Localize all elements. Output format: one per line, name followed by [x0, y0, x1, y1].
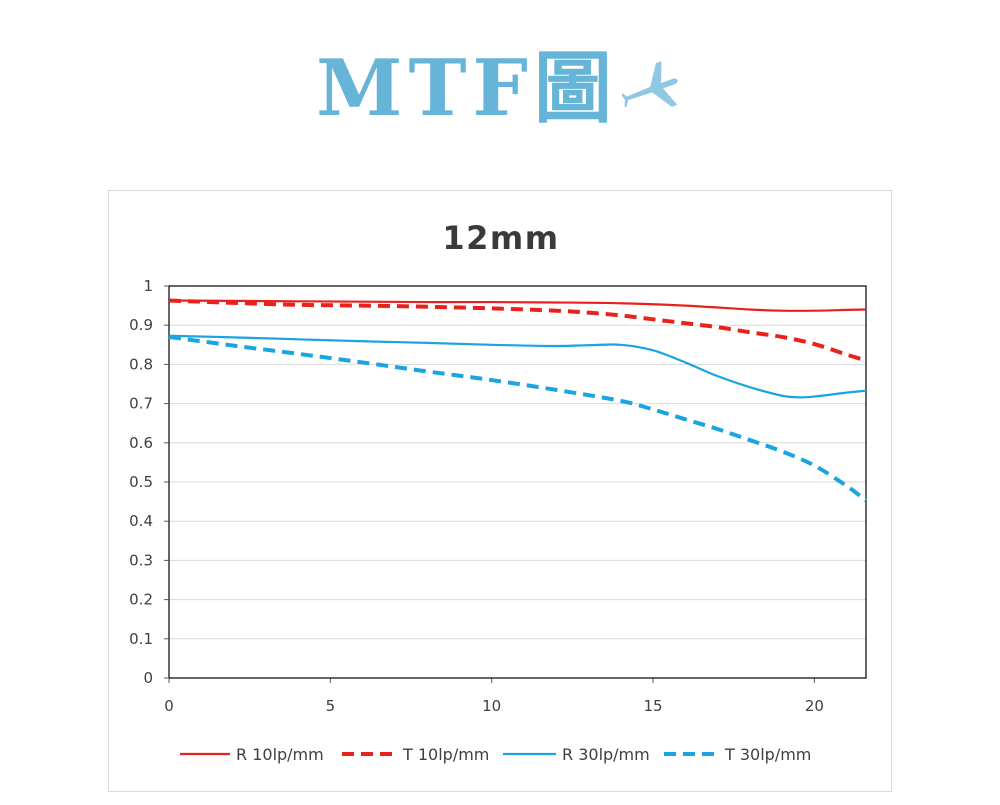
x-tick-label: 10: [482, 697, 501, 715]
y-tick-label: 1: [143, 277, 153, 295]
chart-frame: 12mm 0 0.1 0.2 0.3 0.4 0.5 0.6 0.7 0.8 0.9 1 0 5 10 1…: [108, 190, 892, 792]
grid-lines: [169, 324, 866, 640]
series-lines: [168, 298, 868, 503]
legend: R 10lp/mm T 10lp/mm R 30lp/mm T 30lp/mm: [180, 745, 811, 764]
banner-title: MTF圖: [316, 43, 618, 134]
y-tick-label: 0: [143, 669, 153, 687]
y-tick-label: 0.9: [129, 316, 153, 334]
x-tick-label: 15: [643, 697, 662, 715]
airplane-icon: [621, 61, 678, 108]
y-tick-label: 0.4: [129, 512, 153, 530]
y-tick-label: 0.1: [129, 630, 153, 648]
legend-label: R 10lp/mm: [236, 745, 324, 764]
y-tick-label: 0.2: [129, 591, 153, 609]
x-tick-label: 20: [805, 697, 824, 715]
y-tick-label: 0.7: [129, 395, 153, 413]
y-tick-label: 0.3: [129, 551, 153, 569]
axes: [164, 285, 867, 683]
y-tick-labels: 0 0.1 0.2 0.3 0.4 0.5 0.6 0.7 0.8 0.9 1: [129, 277, 153, 687]
y-tick-label: 0.8: [129, 355, 153, 373]
legend-label: T 30lp/mm: [724, 745, 811, 764]
legend-label: R 30lp/mm: [562, 745, 650, 764]
legend-label: T 10lp/mm: [402, 745, 489, 764]
x-tick-label: 0: [164, 697, 174, 715]
x-tick-labels: 0 5 10 15 20: [164, 697, 824, 715]
y-tick-label: 0.5: [129, 473, 153, 491]
series-line-r-30lp-mm: [168, 334, 867, 399]
chart-title: 12mm: [442, 219, 559, 257]
series-line-t-30lp-mm: [168, 334, 868, 503]
x-tick-label: 5: [326, 697, 336, 715]
series-line-r-10lp-mm: [168, 299, 867, 312]
page-banner: MTF圖: [0, 32, 1000, 134]
mtf-chart: 12mm 0 0.1 0.2 0.3 0.4 0.5 0.6 0.7 0.8 0.9 1 0 5 10 1…: [129, 219, 868, 764]
y-tick-label: 0.6: [129, 434, 153, 452]
series-line-t-10lp-mm: [168, 298, 867, 363]
